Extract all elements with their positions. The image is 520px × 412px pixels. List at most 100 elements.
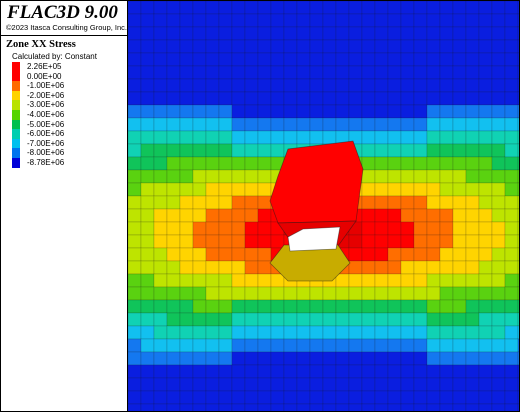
zone [128, 221, 142, 236]
zone [374, 325, 389, 340]
zone [218, 312, 233, 327]
zone [140, 221, 155, 236]
zone [283, 299, 298, 314]
zone [166, 182, 181, 197]
zone [244, 195, 259, 210]
zone [166, 117, 181, 132]
zone [478, 182, 493, 197]
zone [140, 26, 155, 41]
copyright-notice: ©2023 Itasca Consulting Group, Inc. [6, 23, 128, 32]
zone [439, 299, 454, 314]
zone [166, 377, 181, 392]
zone [205, 260, 220, 275]
zone [517, 312, 519, 327]
zone [465, 169, 480, 184]
zone [205, 130, 220, 145]
zone [348, 234, 363, 249]
zone [296, 78, 311, 93]
zone [153, 312, 168, 327]
zone [283, 351, 298, 366]
zone [400, 195, 415, 210]
zone [400, 117, 415, 132]
zone [231, 39, 246, 54]
zone [439, 403, 454, 411]
zone [491, 299, 506, 314]
zone [179, 338, 194, 353]
zone [192, 390, 207, 405]
zone [140, 1, 155, 15]
zone [296, 377, 311, 392]
zone [491, 156, 506, 171]
zone [270, 338, 285, 353]
zone [270, 286, 285, 301]
zone [140, 13, 155, 28]
legend-color-scale: 2.26E+05 0.00E+00 -1.00E+06 -2.00E+06 -3… [12, 62, 64, 168]
legend-swatch [12, 129, 20, 139]
model-viewport[interactable] [128, 1, 519, 411]
zone [400, 364, 415, 379]
zone [348, 377, 363, 392]
zone [140, 325, 155, 340]
zone [387, 91, 402, 106]
zone [478, 221, 493, 236]
zone [231, 195, 246, 210]
zone [504, 39, 519, 54]
zone [244, 299, 259, 314]
zone [348, 65, 363, 80]
zone [452, 403, 467, 411]
zone [361, 299, 376, 314]
legend-swatch [12, 157, 20, 168]
zone [439, 1, 454, 15]
zone [283, 1, 298, 15]
zone [361, 325, 376, 340]
zone [153, 247, 168, 262]
zone [452, 78, 467, 93]
zone [179, 273, 194, 288]
zone [309, 351, 324, 366]
legend-title: Zone XX Stress [6, 39, 76, 50]
zone [179, 117, 194, 132]
zone [426, 195, 441, 210]
zone [348, 260, 363, 275]
zone [426, 208, 441, 223]
zone [374, 143, 389, 158]
zone [478, 91, 493, 106]
zone [348, 338, 363, 353]
zone [387, 260, 402, 275]
zone [478, 377, 493, 392]
zone [166, 26, 181, 41]
zone [140, 91, 155, 106]
zone [140, 234, 155, 249]
zone [179, 221, 194, 236]
zone [465, 195, 480, 210]
zone [335, 286, 350, 301]
zone [322, 26, 337, 41]
legend-subtitle: Calculated by: Constant [12, 52, 97, 61]
zone [244, 143, 259, 158]
zone [426, 91, 441, 106]
zone [478, 351, 493, 366]
zone [387, 104, 402, 119]
zone [335, 338, 350, 353]
legend-separator [1, 35, 127, 36]
zone [283, 403, 298, 411]
zone [205, 403, 220, 411]
zone [296, 364, 311, 379]
zone [413, 52, 428, 67]
zone [140, 338, 155, 353]
zone [465, 338, 480, 353]
zone [128, 182, 142, 197]
zone [128, 364, 142, 379]
zone [244, 169, 259, 184]
zone [504, 143, 519, 158]
zone [452, 364, 467, 379]
zone [128, 1, 142, 15]
zone [166, 273, 181, 288]
zone [231, 403, 246, 411]
zone [128, 403, 142, 411]
zone [205, 286, 220, 301]
zone [504, 130, 519, 145]
zone [517, 351, 519, 366]
zone [140, 390, 155, 405]
zone [426, 130, 441, 145]
